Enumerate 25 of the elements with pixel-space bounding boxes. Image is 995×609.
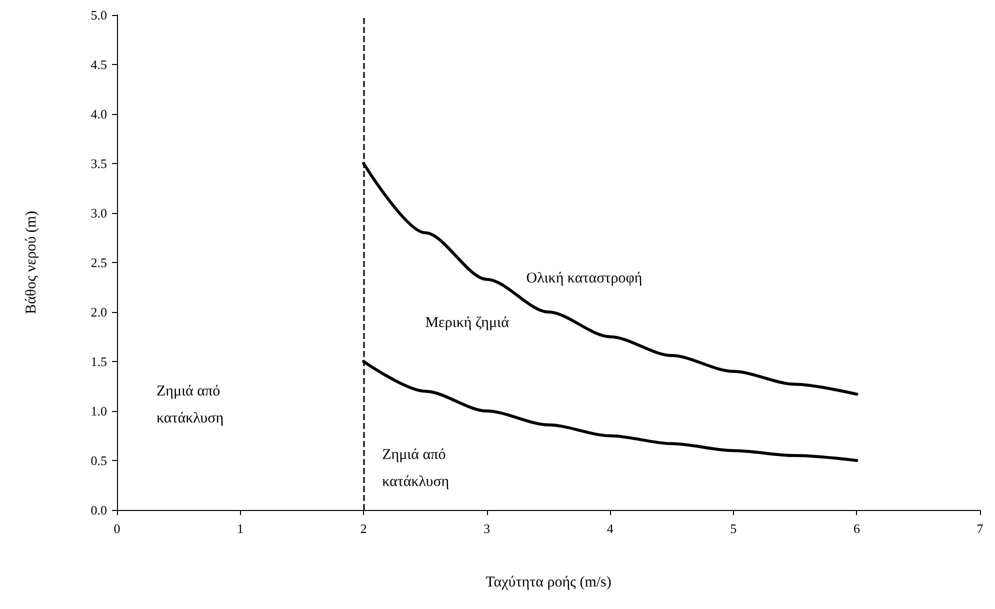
x-tick-label: 1	[237, 521, 244, 536]
y-tick-label: 0.5	[90, 453, 107, 468]
annotation: Ολική καταστροφή	[526, 270, 642, 286]
y-tick-label: 3.0	[90, 206, 107, 220]
y-tick-label: 0.0	[90, 502, 107, 518]
x-tick-label: 2	[360, 521, 367, 536]
annotation: Μερική ζημιά	[425, 314, 510, 331]
y-tick-label: 1.0	[90, 404, 107, 418]
x-axis-title: Ταχύτητα ροής (m/s)	[486, 574, 612, 590]
y-tick-label: 5.0	[90, 8, 107, 22]
annotation: Ζημιά από κατάκλυση	[156, 384, 224, 427]
x-tick-label: 7	[976, 521, 984, 536]
x-tick-label: 6	[853, 521, 860, 536]
y-tick-label: 4.5	[90, 57, 107, 72]
y-tick-label: 3.5	[90, 156, 107, 171]
x-tick-label: 5	[730, 521, 737, 536]
annotation: Ζημιά από κατάκλυση	[382, 446, 450, 490]
y-tick-label: 4.0	[90, 106, 107, 122]
y-tick-label: 2.0	[90, 304, 107, 320]
x-tick-label: 4	[606, 521, 614, 536]
x-tick-label: 3	[484, 521, 490, 536]
y-tick-label: 1.5	[90, 354, 107, 369]
y-tick-label: 2.5	[90, 255, 107, 270]
x-tick-label: 0	[114, 521, 120, 536]
y-axis-title: Βάθος νερού (m)	[24, 210, 40, 314]
